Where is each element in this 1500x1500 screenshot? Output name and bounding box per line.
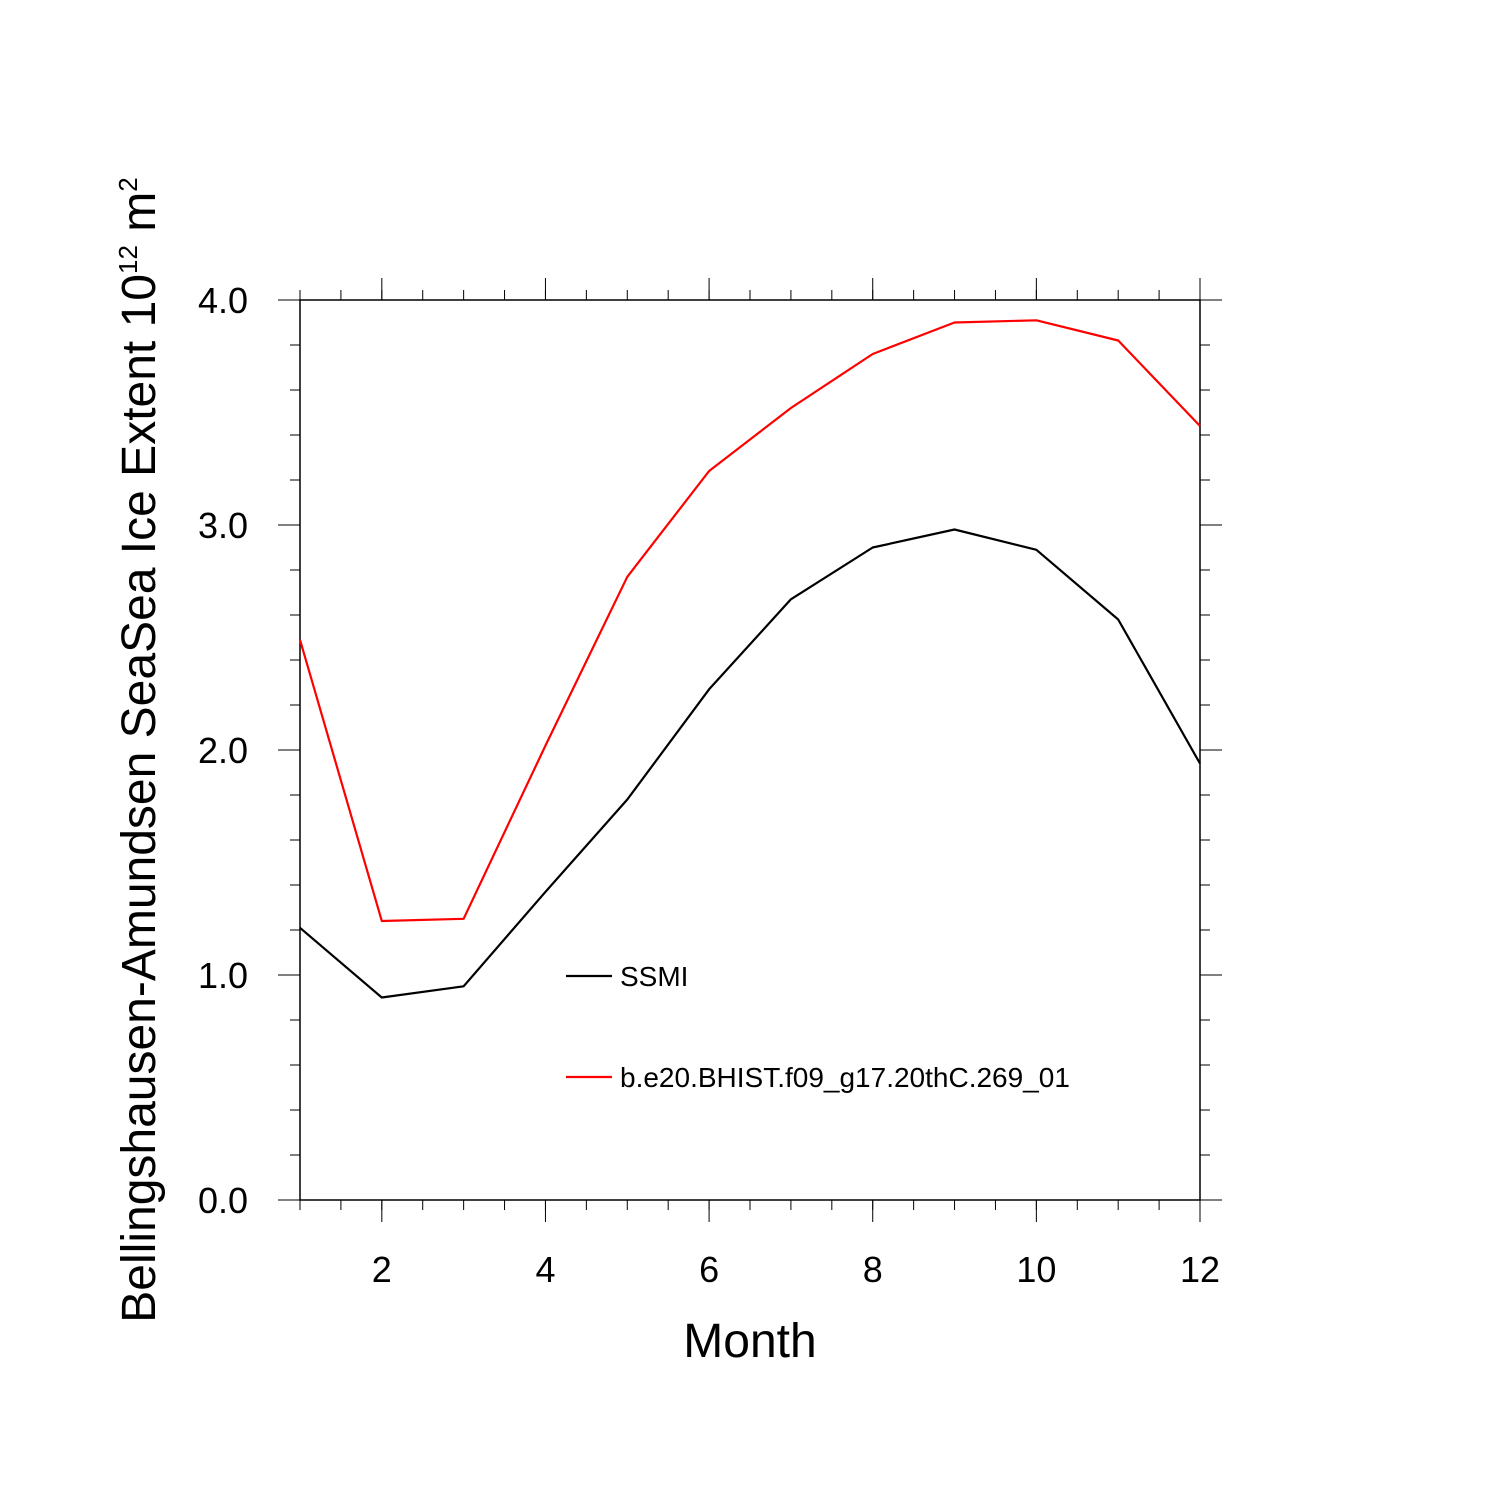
x-tick-labels: 2 4 6 8 10 12 — [372, 1249, 1220, 1290]
y-tick-label: 1.0 — [198, 955, 248, 996]
x-tick-label: 10 — [1016, 1249, 1056, 1290]
x-tick-label: 4 — [535, 1249, 555, 1290]
x-tick-label: 6 — [699, 1249, 719, 1290]
series-line-2 — [298, 319, 1201, 923]
x-tick-label: 2 — [372, 1249, 392, 1290]
x-axis-title: Month — [683, 1315, 816, 1368]
major-ticks — [278, 278, 1222, 1222]
y-axis-title: Bellingshausen-Amundsen SeaSea Ice Exten… — [113, 177, 166, 1322]
x-tick-label: 12 — [1180, 1249, 1220, 1290]
y-axis-title-exponent-2: 2 — [113, 177, 143, 191]
y-tick-label: 2.0 — [198, 730, 248, 771]
y-tick-label: 3.0 — [198, 505, 248, 546]
y-axis-title-exponent-1: 12 — [113, 245, 143, 274]
x-tick-label: 8 — [863, 1249, 883, 1290]
y-axis-title-unit: m — [113, 192, 166, 245]
legend-label-2: b.e20.BHIST.f09_g17.20thC.269_01 — [620, 1062, 1070, 1093]
plot-frame — [299, 299, 1201, 1201]
series-lines — [298, 319, 1201, 999]
y-tick-label: 4.0 — [198, 280, 248, 321]
y-tick-labels: 0.0 1.0 2.0 3.0 4.0 — [198, 280, 248, 1221]
legend-label-1: SSMI — [620, 961, 688, 992]
series-line-1 — [299, 528, 1201, 999]
y-axis-title-text: Bellingshausen-Amundsen SeaSea Ice Exten… — [113, 274, 166, 1323]
y-tick-label: 0.0 — [198, 1180, 248, 1221]
legend: SSMI b.e20.BHIST.f09_g17.20thC.269_01 — [566, 961, 1070, 1093]
